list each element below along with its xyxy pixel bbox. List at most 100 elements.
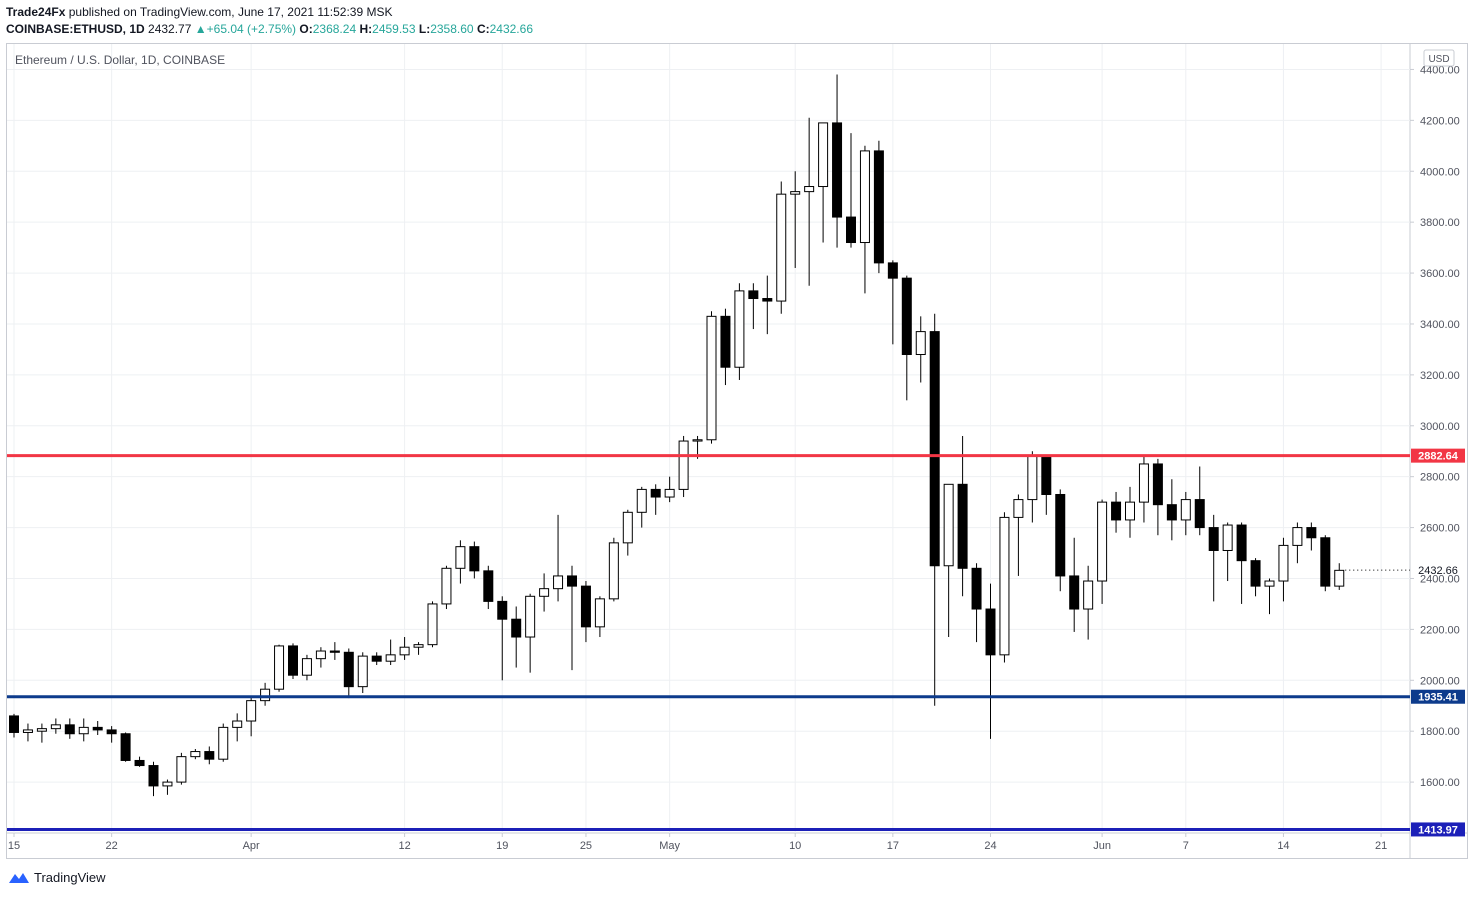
candle: [120, 732, 131, 762]
candle-body: [1264, 580, 1275, 587]
candle: [608, 537, 619, 602]
candle: [720, 308, 731, 386]
candle: [1041, 455, 1052, 515]
ohlc-legend: COINBASE:ETHUSD, 1D 2432.77 ▲+65.04 (+2.…: [6, 22, 533, 36]
candle: [846, 133, 856, 248]
candle-body: [1097, 501, 1108, 582]
candle: [50, 718, 61, 734]
symbol-label: COINBASE:ETHUSD, 1D: [6, 22, 145, 36]
candle: [985, 583, 996, 739]
candle: [594, 596, 605, 638]
currency-badge-label: USD: [1428, 54, 1449, 65]
candle-body: [1125, 501, 1135, 521]
candle: [9, 713, 19, 738]
candle-body: [218, 726, 229, 760]
candle: [1292, 522, 1303, 564]
level-label: 2882.64: [1418, 451, 1459, 463]
candle: [441, 565, 452, 610]
candle: [260, 682, 271, 706]
candle: [36, 723, 47, 743]
candle: [497, 596, 508, 681]
candle-body: [664, 488, 675, 498]
last-price: 2432.77: [148, 22, 192, 36]
time-tick-label: 22: [106, 840, 118, 852]
low-value: 2358.60: [430, 22, 474, 36]
candle: [748, 283, 759, 330]
time-tick-label: May: [659, 840, 680, 852]
candle-body: [162, 781, 173, 787]
candle-body: [148, 765, 159, 787]
price-tick-label: 2600.00: [1420, 523, 1460, 535]
horizontal-lines: 2882.64 1935.41 1413.97 2432.66: [7, 448, 1465, 837]
candle-body: [385, 654, 396, 662]
candle-body: [692, 439, 703, 442]
candle-body: [1222, 524, 1233, 551]
time-tick-label: 10: [789, 840, 801, 852]
candle-body: [92, 726, 103, 731]
candle: [455, 540, 466, 584]
candle: [1138, 456, 1149, 523]
candle-body: [734, 290, 745, 368]
candle: [315, 647, 326, 668]
candle: [22, 723, 33, 742]
candle: [818, 122, 829, 243]
candle: [1166, 479, 1177, 541]
candle-body: [413, 644, 424, 648]
candle-body: [539, 588, 550, 597]
candle: [1264, 578, 1275, 615]
candle-body: [1041, 455, 1052, 495]
candles-group: [9, 74, 1345, 797]
publish-info: Trade24Fx published on TradingView.com, …: [6, 5, 393, 19]
candle-body: [1166, 504, 1177, 521]
time-tick-label: 17: [887, 840, 899, 852]
candle-body: [399, 646, 410, 656]
candle: [1222, 522, 1233, 582]
candle-body: [1111, 501, 1122, 521]
candle-body: [1334, 569, 1345, 587]
candle: [148, 761, 159, 797]
price-tick-label: 4200.00: [1420, 115, 1460, 127]
candle-body: [1306, 527, 1317, 539]
candle: [999, 512, 1010, 663]
candle-body: [525, 595, 536, 638]
candle-body: [553, 575, 564, 590]
candle: [859, 145, 870, 294]
candle-body: [1152, 463, 1163, 506]
candle-body: [260, 688, 271, 702]
candle: [301, 654, 312, 681]
candle-body: [357, 655, 368, 688]
candle-body: [1278, 544, 1289, 582]
candle: [1334, 563, 1345, 590]
candle-body: [790, 191, 801, 195]
price-tick-label: 2800.00: [1420, 472, 1460, 484]
candle: [371, 652, 382, 666]
candle-body: [176, 756, 187, 783]
candle: [385, 639, 396, 666]
candle: [204, 746, 215, 765]
footer-brand[interactable]: TradingView: [8, 870, 106, 885]
candle-body: [804, 186, 815, 193]
candle-body: [999, 516, 1010, 656]
candle-body: [483, 570, 494, 602]
candle-body: [1055, 493, 1066, 577]
last-price-box: [1411, 563, 1465, 578]
price-tick-label: 4400.00: [1420, 64, 1460, 76]
candle-body: [1083, 580, 1094, 610]
level-label-box: [1411, 822, 1465, 837]
candle-body: [274, 645, 285, 690]
open-value: 2368.24: [312, 22, 357, 36]
candle-body: [636, 488, 647, 513]
candle-body: [567, 575, 577, 587]
candle-body: [329, 650, 340, 653]
price-change: ▲+65.04 (+2.75%): [194, 22, 297, 36]
candle-body: [832, 122, 843, 218]
candle: [1278, 537, 1289, 602]
candle-body: [246, 700, 257, 722]
candle: [329, 642, 340, 660]
candle: [706, 311, 717, 444]
candle: [804, 117, 815, 286]
currency-badge[interactable]: USD: [1423, 49, 1455, 67]
candle: [636, 486, 647, 528]
level-label: 1413.97: [1418, 824, 1458, 836]
